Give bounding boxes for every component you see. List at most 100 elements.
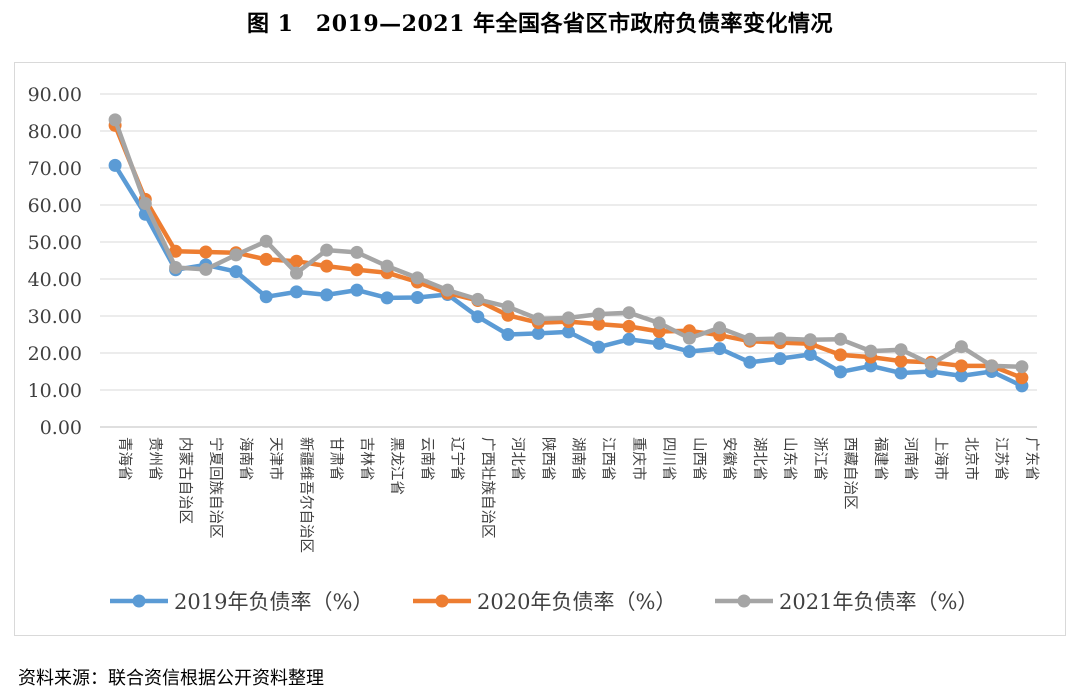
x-tick-label: 福建省: [872, 437, 889, 481]
data-point: [592, 307, 606, 321]
data-point: [1015, 360, 1029, 374]
data-point: [108, 158, 122, 172]
x-tick-label: 黑龙江省: [388, 437, 405, 495]
x-tick-label: 青海省: [116, 437, 133, 481]
data-point: [622, 306, 636, 320]
data-point: [410, 291, 424, 304]
data-point: [501, 300, 515, 314]
data-point: [834, 348, 847, 362]
data-point: [320, 259, 334, 273]
source-note: 资料来源：联合资信根据公开资料整理: [18, 668, 324, 689]
data-point: [199, 245, 213, 259]
legend-marker: [435, 594, 449, 608]
y-tick-label: 60.00: [28, 195, 82, 217]
data-point: [410, 271, 424, 285]
y-axis: 0.00 10.00 20.00 30.00 40.00 50.00 60.00 70.00 8…: [28, 84, 82, 439]
data-point: [773, 352, 787, 366]
x-tick-label: 广东省: [1023, 437, 1040, 481]
data-point: [229, 265, 243, 279]
data-point: [350, 283, 364, 297]
y-tick-label: 30.00: [28, 306, 82, 328]
data-point: [138, 197, 152, 210]
data-point: [290, 285, 303, 299]
data-point: [441, 283, 455, 297]
x-tick-label: 湖北省: [751, 437, 768, 481]
data-point: [803, 348, 817, 361]
data-point: [894, 354, 908, 368]
data-point: [501, 328, 515, 341]
x-tick-label: 内蒙古自治区: [177, 437, 194, 524]
data-point: [743, 332, 757, 346]
x-tick-label: 安徽省: [721, 437, 738, 481]
x-tick-label: 广西壮族自治区: [479, 437, 496, 539]
data-point: [108, 113, 122, 127]
legend-label: 2020年负债率（%）: [477, 590, 676, 614]
x-tick-label: 新疆维吾尔自治区: [297, 437, 314, 553]
x-tick-label: 河南省: [902, 437, 919, 481]
data-point: [954, 359, 968, 373]
series-line: [112, 123, 1025, 381]
data-point: [713, 321, 727, 335]
data-point: [290, 266, 303, 280]
gridlines: [100, 93, 1037, 428]
data-point: [471, 310, 485, 324]
data-point: [834, 332, 847, 346]
x-tick-label: 陕西省: [539, 437, 556, 481]
y-tick-label: 20.00: [28, 343, 82, 365]
data-point: [592, 340, 606, 354]
legend-item-2: 2020年负债率（%）: [413, 590, 676, 614]
y-tick-label: 80.00: [28, 121, 82, 143]
x-tick-label: 吉林省: [358, 437, 375, 481]
data-point: [350, 263, 364, 277]
x-tick-label: 贵州省: [146, 437, 163, 481]
data-point: [350, 245, 364, 259]
data-point: [259, 252, 273, 266]
data-point: [622, 332, 636, 346]
data-point: [894, 343, 908, 357]
data-point: [229, 248, 243, 262]
y-tick-label: 40.00: [28, 269, 82, 291]
x-tick-label: 浙江省: [811, 437, 828, 481]
legend: 2019年负债率（%） 2020年负债率（%） 2021年负债率（%）: [110, 590, 978, 614]
series-1: [108, 158, 1029, 393]
chart-title: 图 1 2019—2021 年全国各省区市政府负债率变化情况: [246, 11, 834, 37]
data-point: [259, 290, 273, 304]
data-point: [1015, 371, 1029, 385]
data-point: [320, 243, 334, 257]
data-point: [380, 291, 394, 305]
y-tick-label: 50.00: [28, 232, 82, 254]
x-tick-label: 天津市: [267, 437, 284, 481]
y-tick-label: 10.00: [28, 380, 82, 402]
data-point: [471, 292, 485, 306]
chart-frame: [14, 62, 1066, 636]
legend-marker: [132, 594, 146, 608]
data-point: [562, 311, 575, 325]
x-tick-label: 宁夏回族自治区: [207, 437, 224, 539]
legend-item-1: 2019年负债率（%）: [110, 590, 373, 614]
data-point: [743, 355, 757, 369]
data-point: [773, 332, 787, 346]
data-point: [713, 342, 727, 356]
x-tick-label: 海南省: [237, 437, 254, 481]
legend-marker: [737, 594, 751, 608]
x-tick-label: 河北省: [509, 437, 526, 481]
data-point: [169, 244, 183, 258]
x-tick-label: 山西省: [690, 437, 707, 481]
data-point: [954, 340, 968, 354]
x-axis: 青海省 贵州省 内蒙古自治区 宁夏回族自治区 海南省 天津市 新疆维吾尔自治区 甘肃省 吉林省黑…: [116, 437, 1040, 553]
x-tick-label: 云南省: [418, 437, 435, 481]
x-tick-label: 江西省: [600, 437, 617, 481]
data-point: [954, 369, 968, 383]
data-point: [985, 359, 999, 373]
data-point: [259, 234, 273, 248]
x-tick-label: 重庆市: [630, 437, 647, 481]
data-point: [803, 333, 817, 347]
x-tick-label: 四川省: [660, 437, 677, 481]
x-tick-label: 湖南省: [570, 437, 587, 481]
data-point: [894, 366, 908, 380]
x-tick-label: 甘肃省: [328, 437, 345, 481]
x-tick-label: 山东省: [781, 437, 798, 481]
series-group: [108, 113, 1029, 393]
legend-label: 2021年负债率（%）: [779, 590, 978, 614]
x-tick-label: 江苏省: [993, 437, 1010, 481]
